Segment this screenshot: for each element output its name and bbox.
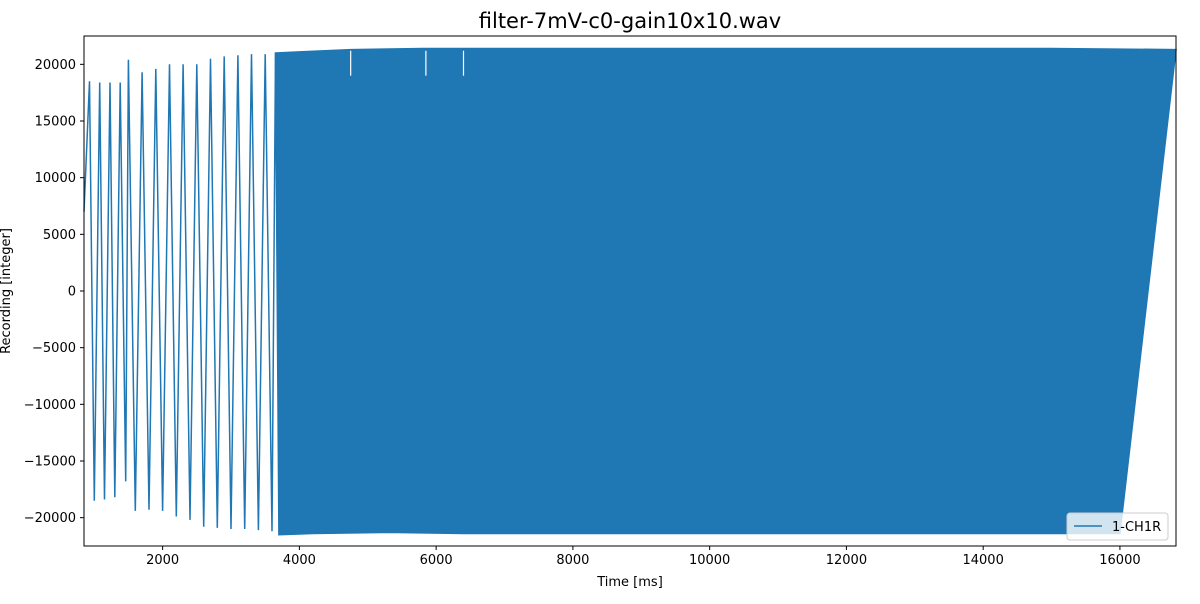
y-tick-label: 20000 bbox=[35, 58, 76, 73]
legend-box bbox=[1066, 512, 1169, 541]
x-tick-label: 4000 bbox=[283, 553, 316, 568]
x-tick-label: 2000 bbox=[146, 553, 179, 568]
legend: 1-CH1R bbox=[1066, 512, 1169, 541]
plot-data-layer bbox=[83, 47, 1177, 536]
x-axis-ticks: 2000 4000 6000 8000 10000 12000 14000 16000 bbox=[146, 546, 1141, 568]
y-axis-label: Recording [integer] bbox=[0, 228, 14, 354]
y-tick-label: 5000 bbox=[43, 228, 76, 243]
x-axis-label: Time [ms] bbox=[596, 575, 663, 590]
y-tick-label: −10000 bbox=[24, 398, 76, 413]
y-tick-label: −15000 bbox=[24, 455, 76, 470]
series-line-early bbox=[83, 52, 277, 532]
y-tick-label: 0 bbox=[68, 285, 76, 300]
y-tick-label: −20000 bbox=[24, 511, 76, 526]
y-axis-ticks: −20000 −15000 −10000 −5000 0 5000 10000 15000 20… bbox=[24, 58, 84, 526]
x-tick-label: 12000 bbox=[826, 553, 867, 568]
y-tick-label: −5000 bbox=[32, 341, 76, 356]
x-tick-label: 10000 bbox=[689, 553, 730, 568]
x-tick-label: 6000 bbox=[420, 553, 453, 568]
x-tick-label: 8000 bbox=[556, 553, 589, 568]
x-tick-label: 14000 bbox=[962, 553, 1003, 568]
series-line-dense-envelope bbox=[274, 47, 1177, 536]
y-tick-label: 10000 bbox=[35, 171, 76, 186]
x-tick-label: 16000 bbox=[1099, 553, 1140, 568]
chart-title: filter-7mV-c0-gain10x10.wav bbox=[479, 9, 781, 33]
legend-label: 1-CH1R bbox=[1112, 520, 1161, 535]
y-tick-label: 15000 bbox=[35, 115, 76, 130]
